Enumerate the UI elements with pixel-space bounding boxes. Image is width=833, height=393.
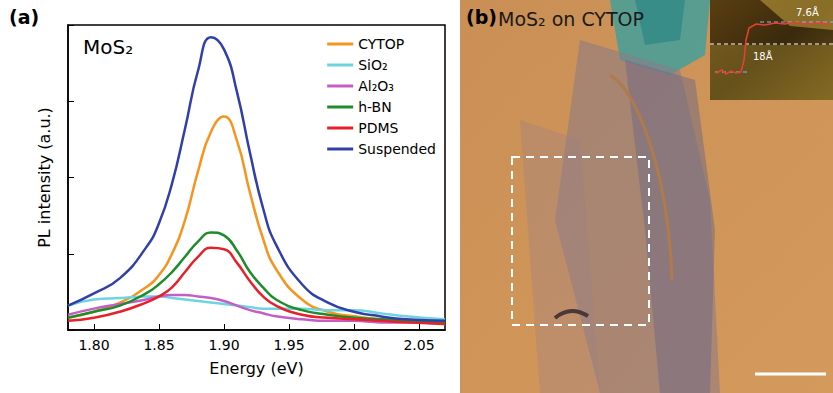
svg-text:1.80: 1.80 — [78, 337, 109, 353]
svg-text:SiO₂: SiO₂ — [358, 57, 387, 73]
svg-text:18Å: 18Å — [753, 50, 773, 62]
svg-text:1.85: 1.85 — [143, 337, 174, 353]
svg-text:MoS₂ on CYTOP: MoS₂ on CYTOP — [498, 8, 644, 30]
svg-text:(b): (b) — [466, 6, 497, 28]
svg-text:Al₂O₃: Al₂O₃ — [358, 78, 394, 94]
svg-text:h-BN: h-BN — [358, 99, 392, 115]
svg-text:CYTOP: CYTOP — [358, 36, 404, 52]
svg-text:1.90: 1.90 — [208, 337, 239, 353]
svg-text:PDMS: PDMS — [358, 120, 398, 136]
svg-text:2.05: 2.05 — [403, 337, 434, 353]
svg-text:MoS₂: MoS₂ — [83, 35, 133, 59]
svg-text:PL intensity (a.u.): PL intensity (a.u.) — [35, 107, 54, 248]
svg-text:7.6Å: 7.6Å — [796, 6, 819, 18]
svg-text:1.95: 1.95 — [273, 337, 304, 353]
svg-text:(a): (a) — [9, 6, 39, 28]
svg-text:Suspended: Suspended — [358, 141, 436, 157]
svg-text:Energy (eV): Energy (eV) — [209, 359, 303, 378]
svg-text:2.00: 2.00 — [338, 337, 369, 353]
